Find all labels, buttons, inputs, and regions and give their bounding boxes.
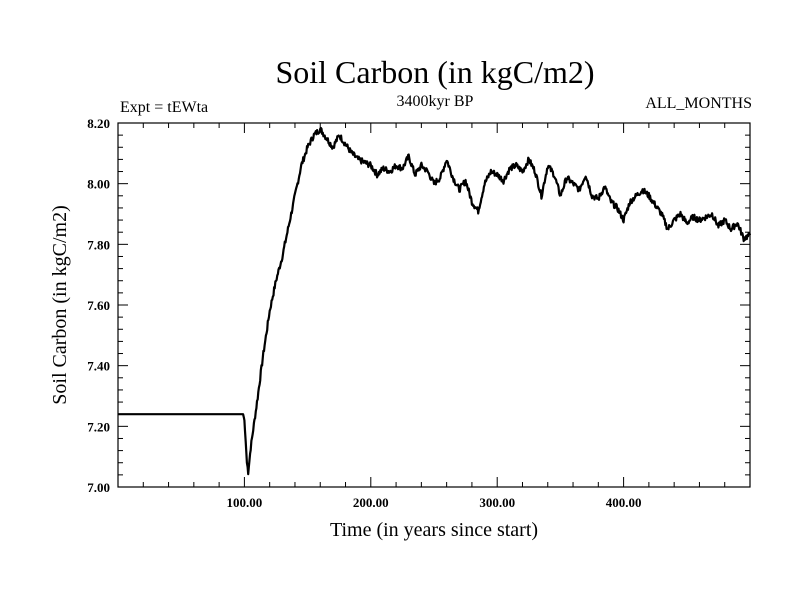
experiment-label: Expt = tEWta — [120, 99, 208, 116]
y-tick-label: 7.20 — [87, 419, 110, 434]
axis-ticks: 100.00 200.00 300.00 400.00 7.00 7.20 7.40 7.60… — [87, 116, 750, 510]
x-tick-label: 400.00 — [606, 495, 642, 510]
chart-title: Soil Carbon (in kgC/m2) — [275, 54, 594, 90]
y-tick-label: 8.20 — [87, 116, 110, 131]
y-tick-label: 7.60 — [87, 298, 110, 313]
y-tick-label: 8.00 — [87, 177, 110, 192]
y-tick-label: 7.00 — [87, 480, 110, 495]
months-label: ALL_MONTHS — [645, 95, 752, 112]
x-tick-label: 100.00 — [227, 495, 263, 510]
x-tick-label: 300.00 — [479, 495, 515, 510]
y-tick-label: 7.40 — [87, 359, 110, 374]
x-axis-label: Time (in years since start) — [330, 519, 538, 541]
soil-carbon-line — [117, 126, 752, 476]
y-axis-label: Soil Carbon (in kgC/m2) — [49, 205, 71, 404]
period-label: 3400kyr BP — [397, 93, 474, 110]
x-tick-label: 200.00 — [353, 495, 389, 510]
y-tick-label: 7.80 — [87, 237, 110, 252]
plot-frame — [117, 122, 751, 488]
